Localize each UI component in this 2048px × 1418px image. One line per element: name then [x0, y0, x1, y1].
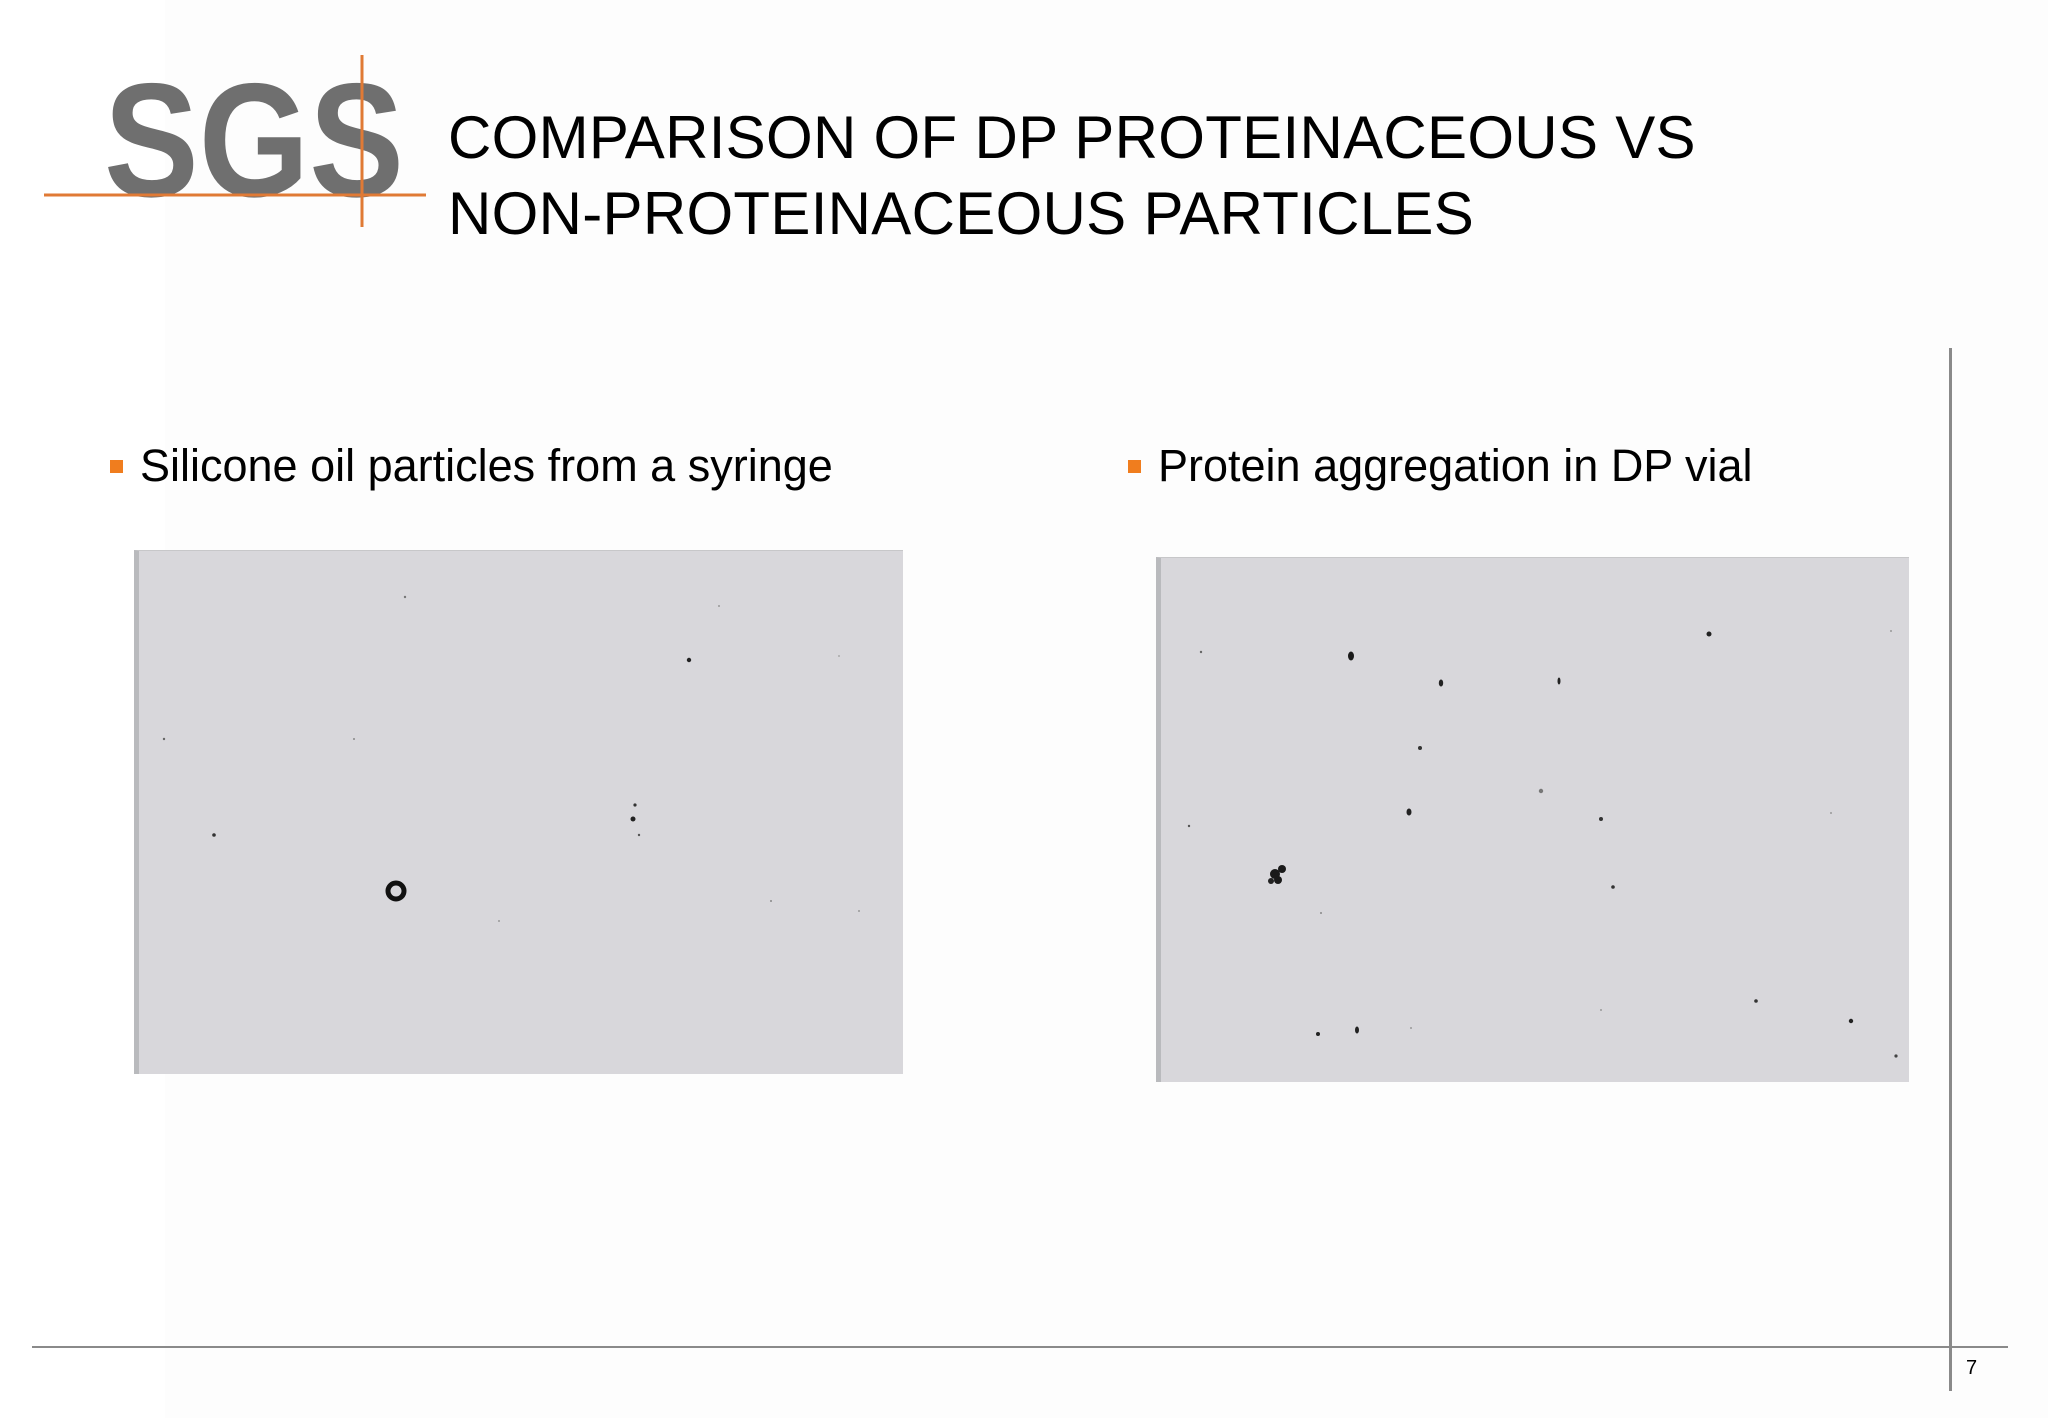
silicone-oil-particles-image	[162, 595, 860, 922]
protein-aggregate-micrograph	[1156, 557, 1909, 1082]
protein-aggregation-particles-image	[1187, 630, 1898, 1058]
sgs-logo: SGS	[42, 55, 427, 230]
sgs-logo-text: SGS	[104, 55, 404, 230]
bullet-square-icon	[1128, 459, 1141, 473]
slide-title: COMPARISON OF DP PROTEINACEOUS VS NON-PR…	[448, 100, 1898, 252]
bullet-text: Silicone oil particles from a syringe	[140, 440, 833, 491]
page-number: 7	[1966, 1357, 1978, 1379]
footer-horizontal-rule	[32, 1346, 2008, 1348]
bullet-text: Protein aggregation in DP vial	[1158, 440, 1753, 491]
right-vertical-rule	[1949, 348, 1952, 1391]
bullet-square-icon	[110, 459, 123, 473]
slide-title-line-1: COMPARISON OF DP PROTEINACEOUS VS	[448, 104, 1696, 171]
bullet-silicone-oil: Silicone oil particles from a syringe	[110, 440, 833, 492]
silicone-oil-micrograph	[134, 550, 903, 1074]
slide-title-line-2: NON-PROTEINACEOUS PARTICLES	[448, 180, 1475, 247]
bullet-protein-aggregation: Protein aggregation in DP vial	[1128, 440, 1753, 492]
